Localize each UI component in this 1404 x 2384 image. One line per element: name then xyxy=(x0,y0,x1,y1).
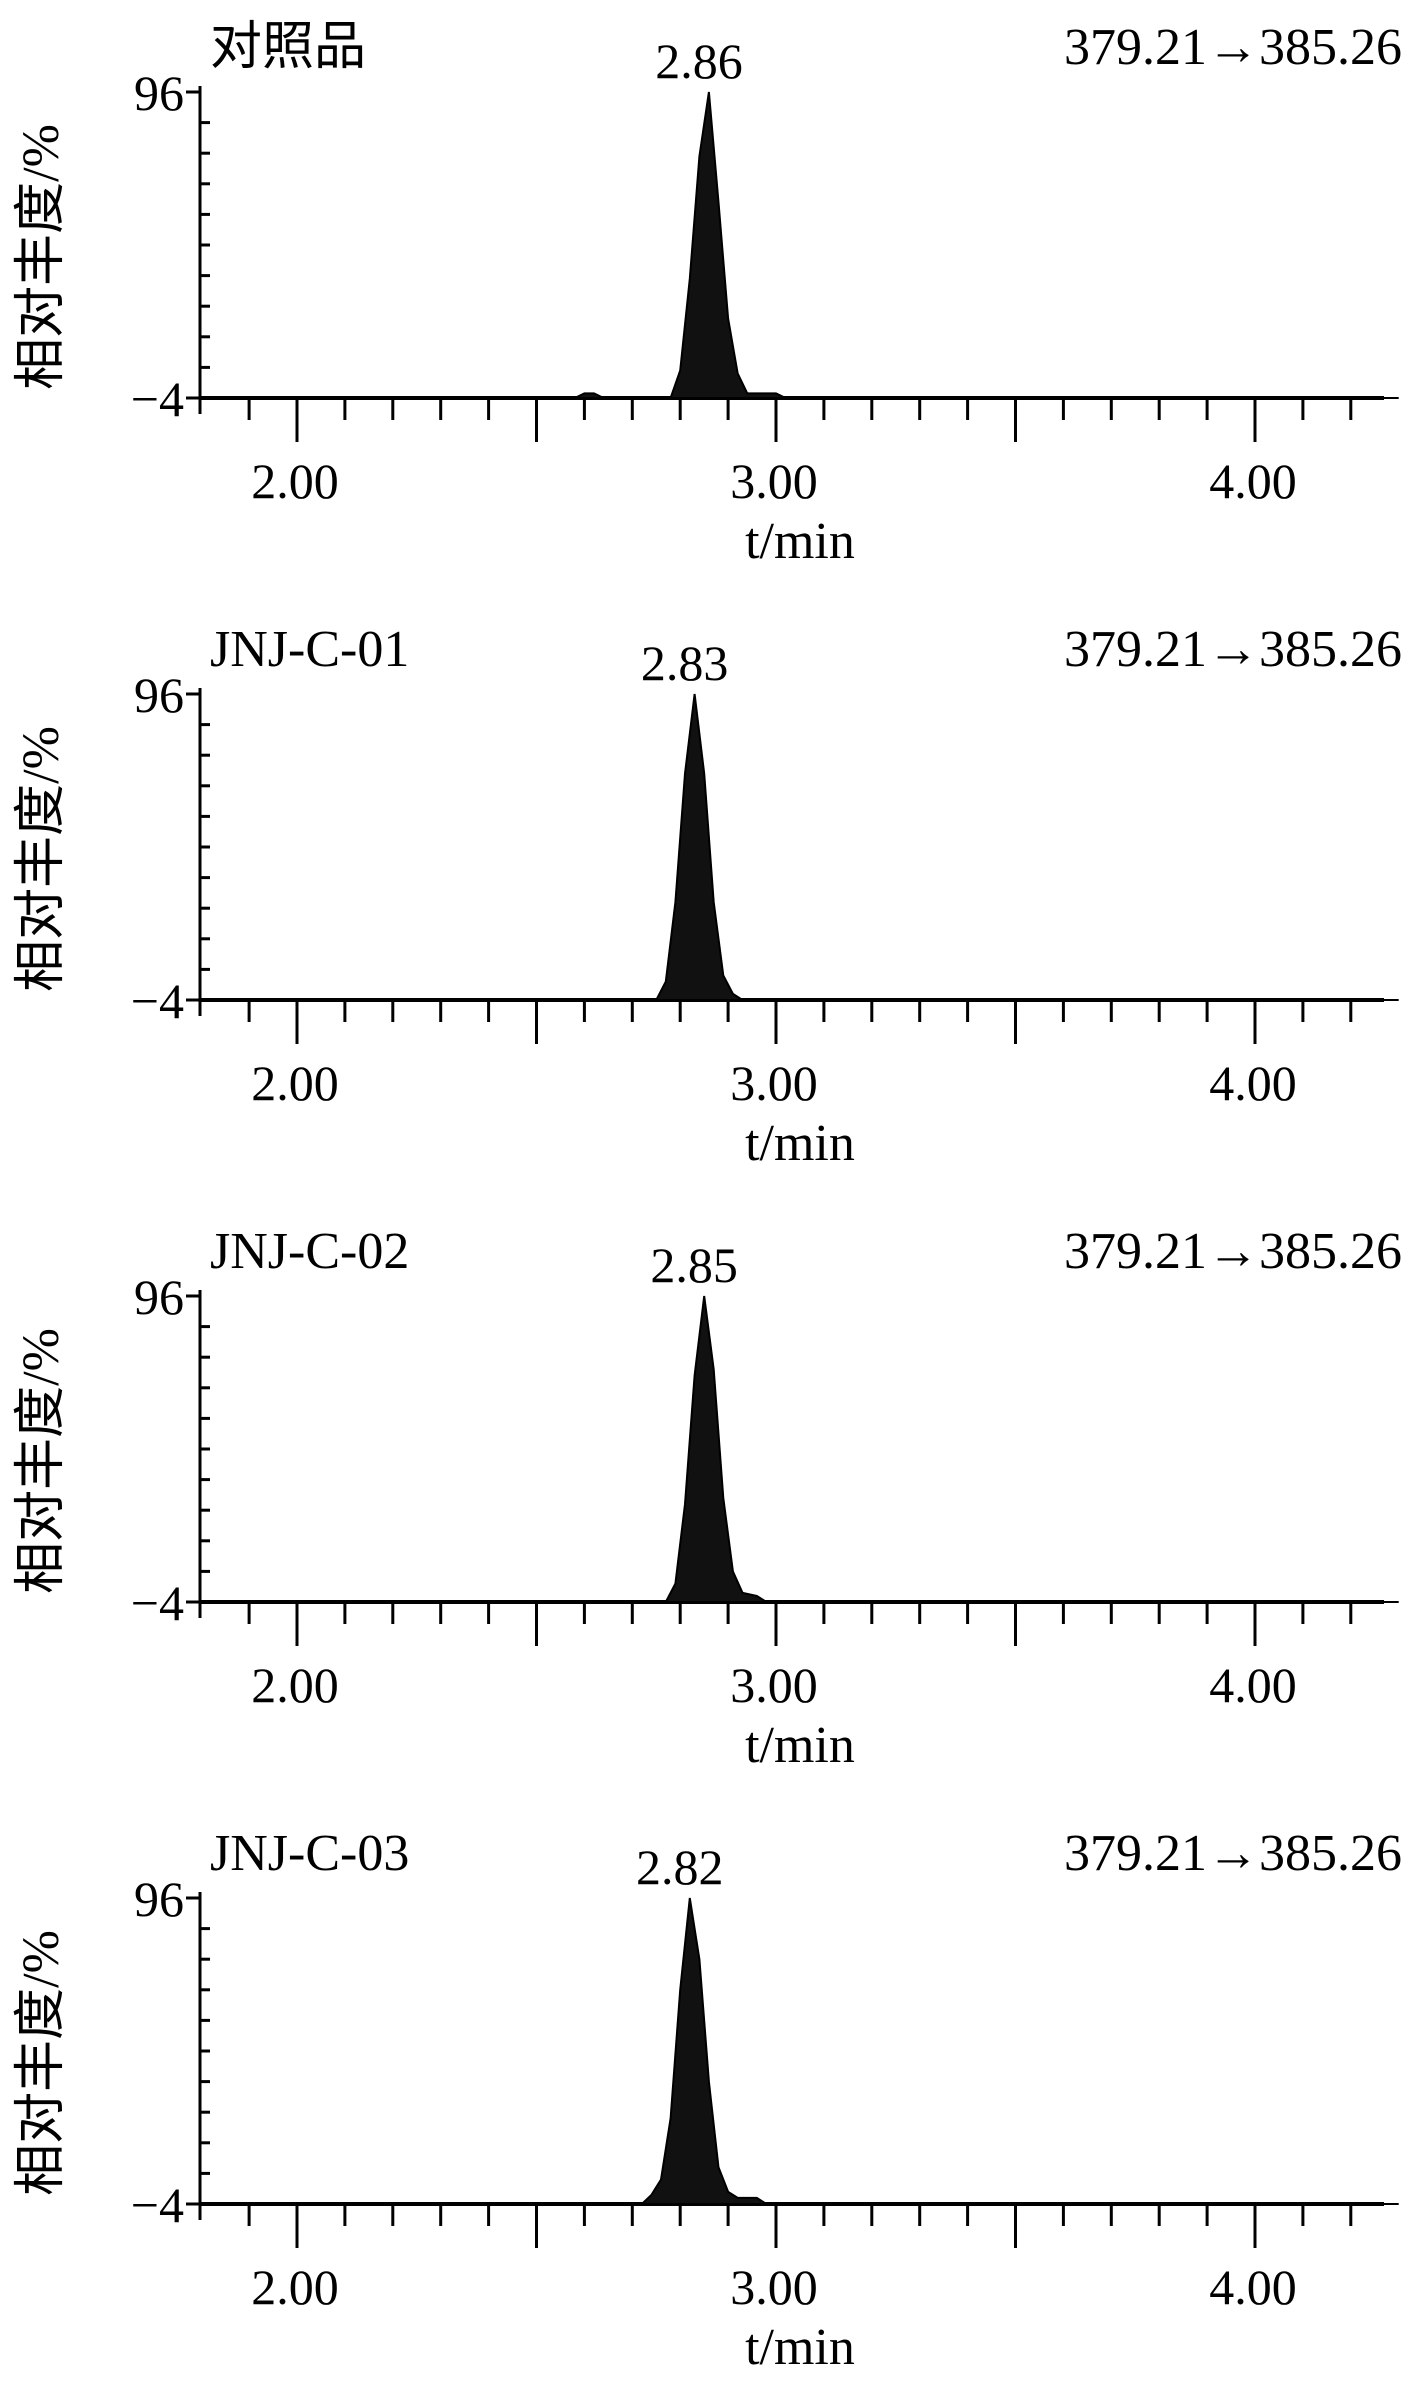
y-tick-label-top: 96 xyxy=(134,1871,184,1927)
chromatogram-trace xyxy=(249,1897,1399,2205)
x-axis-label: t/min xyxy=(745,2319,855,2376)
x-tick-label: 4.00 xyxy=(1209,2259,1297,2315)
x-tick-label: 2.00 xyxy=(251,1055,339,1111)
chromatogram-panel-1: 对照品 379.21→385.26 相对丰度/% 96 −4 2.00 3.00 4.00 t/… xyxy=(13,19,1402,570)
y-tick-label-bottom: −4 xyxy=(131,2177,184,2233)
sample-label: JNJ-C-02 xyxy=(210,1223,409,1280)
x-tick-label: 4.00 xyxy=(1209,1657,1297,1713)
x-tick-label: 2.00 xyxy=(251,2259,339,2315)
chromatogram-trace xyxy=(249,1295,1399,1603)
x-tick-label: 4.00 xyxy=(1209,453,1297,509)
y-tick-label-top: 96 xyxy=(134,667,184,723)
y-tick-label-bottom: −4 xyxy=(131,371,184,427)
x-tick-label: 3.00 xyxy=(730,1657,818,1713)
y-tick-label-top: 96 xyxy=(134,65,184,121)
y-tick-label-top: 96 xyxy=(134,1269,184,1325)
peak-label: 2.86 xyxy=(655,33,743,89)
y-axis-label: 相对丰度/% xyxy=(13,1930,70,2196)
y-tick-label-bottom: −4 xyxy=(131,973,184,1029)
x-axis-label: t/min xyxy=(745,1717,855,1774)
peak-label: 2.83 xyxy=(641,635,729,691)
x-tick-label: 2.00 xyxy=(251,1657,339,1713)
transition-label: 379.21→385.26 xyxy=(1064,621,1402,678)
transition-label: 379.21→385.26 xyxy=(1064,19,1402,76)
transition-label: 379.21→385.26 xyxy=(1064,1825,1402,1882)
y-axis-label: 相对丰度/% xyxy=(13,1328,70,1594)
y-tick-label-bottom: −4 xyxy=(131,1575,184,1631)
x-tick-label: 4.00 xyxy=(1209,1055,1297,1111)
x-tick-label: 3.00 xyxy=(730,1055,818,1111)
transition-label: 379.21→385.26 xyxy=(1064,1223,1402,1280)
peak-label: 2.85 xyxy=(650,1237,738,1293)
chromatogram-panel-4: JNJ-C-03 379.21→385.26 相对丰度/% 96 −4 2.00 3.00 4… xyxy=(13,1825,1402,2376)
x-tick-label: 3.00 xyxy=(730,453,818,509)
chromatogram-panel-3: JNJ-C-02 379.21→385.26 相对丰度/% 96 −4 2.00 3.00 4… xyxy=(13,1223,1402,1774)
y-axis-label: 相对丰度/% xyxy=(13,124,70,390)
sample-label: 对照品 xyxy=(210,19,366,76)
chromatogram-trace xyxy=(249,693,1399,1001)
y-axis-label: 相对丰度/% xyxy=(13,726,70,992)
x-axis-label: t/min xyxy=(745,1115,855,1172)
x-tick-label: 3.00 xyxy=(730,2259,818,2315)
x-axis-label: t/min xyxy=(745,513,855,570)
sample-label: JNJ-C-03 xyxy=(210,1825,409,1882)
chromatogram-panel-2: JNJ-C-01 379.21→385.26 相对丰度/% 96 −4 2.00 3.00 4… xyxy=(13,621,1402,1172)
chromatogram-trace xyxy=(249,91,1399,399)
peak-label: 2.82 xyxy=(636,1839,724,1895)
x-tick-label: 2.00 xyxy=(251,453,339,509)
sample-label: JNJ-C-01 xyxy=(210,621,409,678)
